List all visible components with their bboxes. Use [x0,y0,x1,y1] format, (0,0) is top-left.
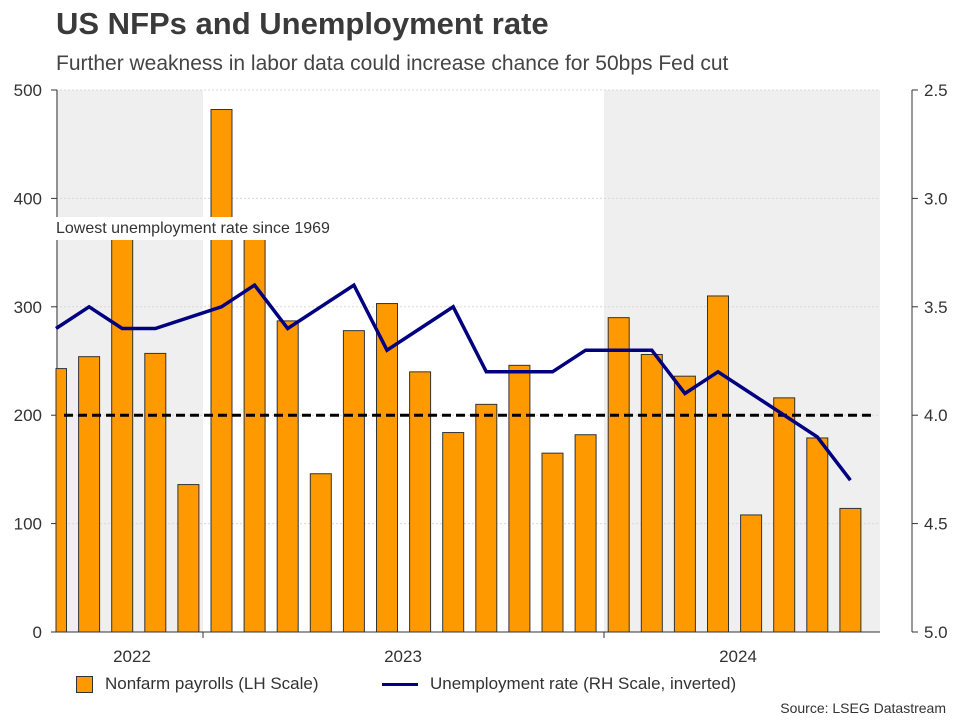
annotation-label: Lowest unemployment rate since 1969 [56,220,330,237]
right-axis-tick-label: 4.0 [924,406,948,425]
payroll-bar [640,353,663,633]
left-axis-tick-label: 0 [33,623,42,642]
chart-canvas: 0 100 200 300 400 500 2.5 3.0 3.5 4.0 4.5 5.0 Lowest… [14,81,948,666]
payroll-bar [773,397,796,633]
payroll-bar [541,452,564,633]
left-axis-tick-label: 400 [14,189,42,208]
payroll-bar [55,368,67,633]
payroll-bar [409,371,432,633]
chart-title: US NFPs and Unemployment rate [56,6,549,41]
right-axis-tick-label: 2.5 [924,81,948,100]
payroll-bar [508,364,531,633]
right-axis-tick-label: 4.5 [924,515,948,534]
left-axis-tick-label: 200 [14,406,42,425]
right-axis-tick-label: 5.0 [924,623,948,642]
left-axis-tick-label: 100 [14,515,42,534]
right-axis-tick-label: 3.0 [924,189,948,208]
x-axis-year-label: 2022 [113,647,151,666]
payroll-bar [210,109,233,633]
chart-subtitle: Further weakness in labor data could inc… [56,52,729,75]
right-axis-tick-label: 3.5 [924,298,948,317]
annotation-background [53,217,334,240]
legend-label-unemployment: Unemployment rate (RH Scale, inverted) [430,674,737,693]
payroll-bar [342,330,365,633]
x-axis-year-label: 2023 [384,647,422,666]
payroll-bar [707,295,729,633]
payroll-bar [111,238,134,633]
payroll-bar [177,484,200,633]
left-axis-tick-label: 500 [14,81,42,100]
payroll-bar [806,437,829,633]
payroll-bar [607,317,630,633]
payroll-bar [442,432,465,633]
payroll-bar [78,356,101,633]
payroll-bar [376,303,398,633]
payroll-bar [309,473,332,633]
unemployment-rate-line [55,282,852,482]
x-axis-year-label: 2024 [719,647,757,666]
legend-item-payrolls: Nonfarm payrolls (LH Scale) [76,674,319,694]
payroll-bar [475,403,498,633]
payroll-bar [839,507,862,633]
left-axis-tick-label: 300 [14,298,42,317]
payroll-bar [144,352,167,633]
source-note: Source: LSEG Datastream [780,700,946,716]
payroll-bar [276,320,299,633]
legend-line-swatch [382,682,418,686]
legend-label-payrolls: Nonfarm payrolls (LH Scale) [105,674,319,693]
legend-bar-swatch [76,675,93,693]
payroll-bar [574,434,597,633]
payroll-bar [740,514,763,633]
legend-item-unemployment: Unemployment rate (RH Scale, inverted) [382,674,736,694]
